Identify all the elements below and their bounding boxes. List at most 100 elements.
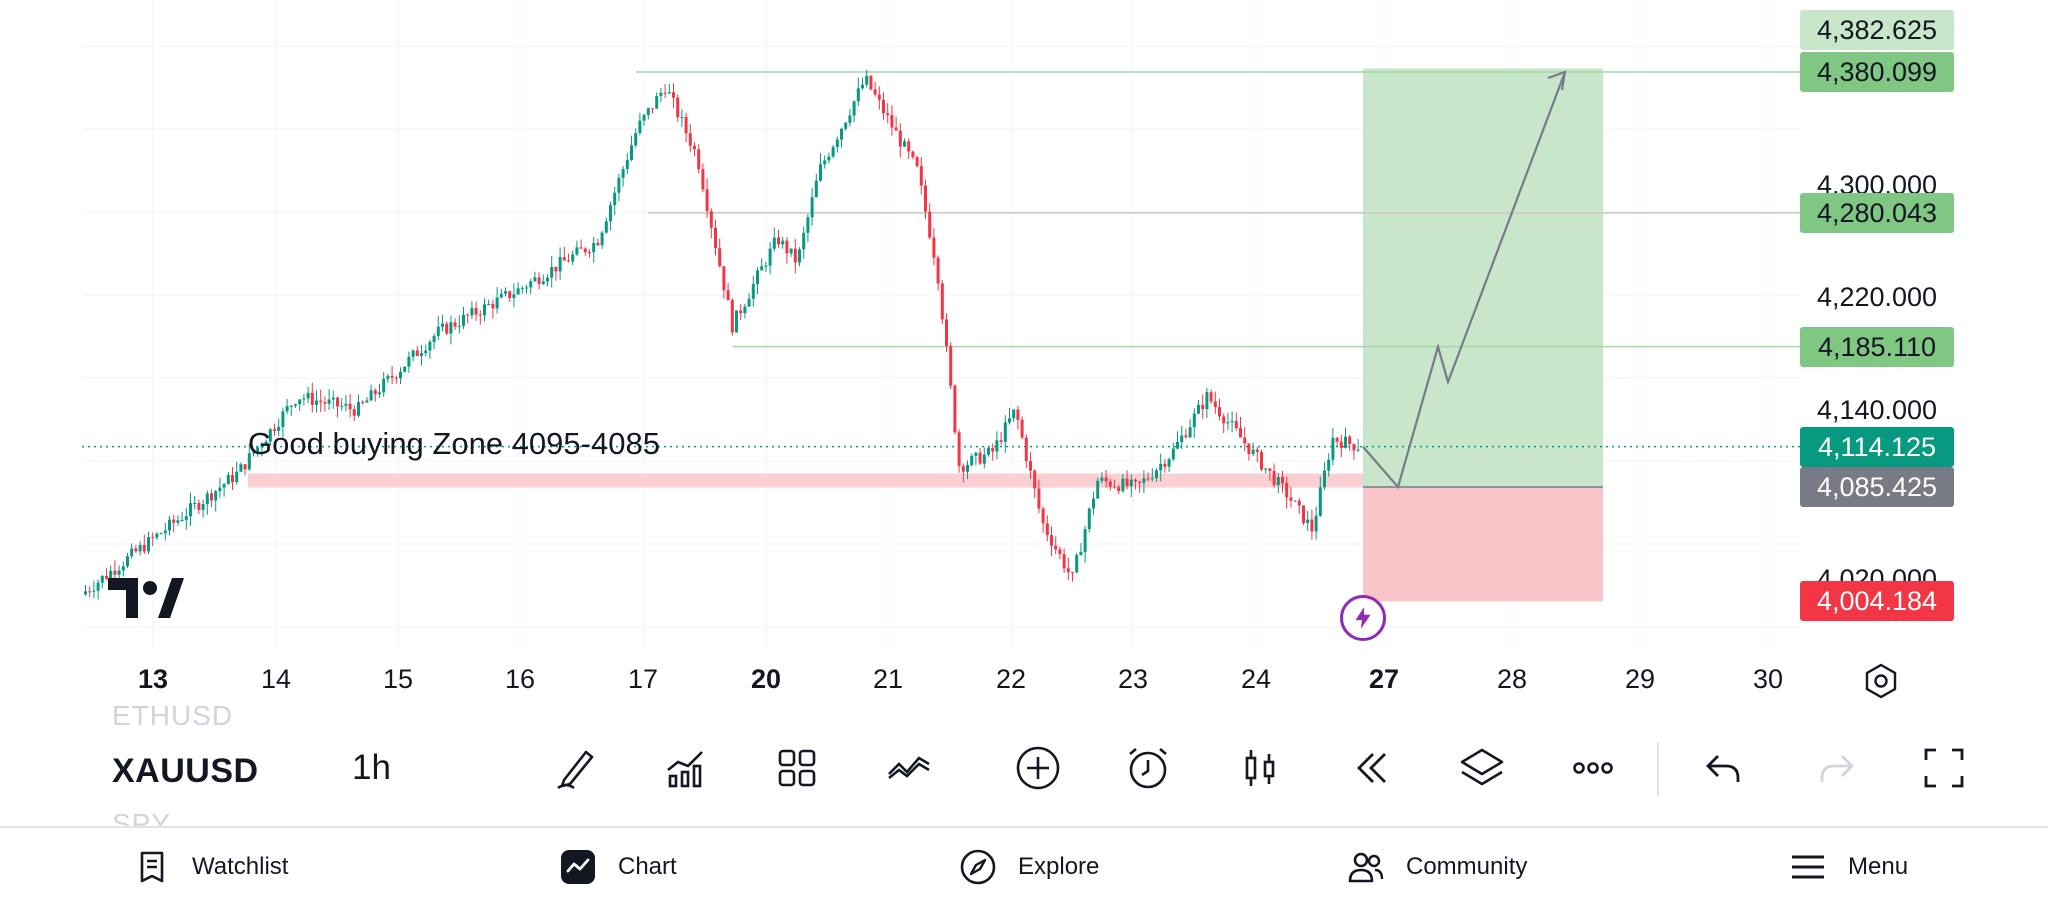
price-tag[interactable]: 4,185.110 (1800, 326, 1954, 367)
indicators-icon[interactable] (658, 740, 714, 796)
candle-body (109, 570, 113, 579)
candle-body (688, 133, 692, 146)
candle-body (588, 252, 591, 254)
candle-body (1243, 437, 1247, 444)
candle-body (621, 168, 625, 178)
candle-body (1234, 420, 1238, 429)
candle-body (1192, 413, 1196, 428)
nav-chart[interactable]: Chart (560, 845, 677, 889)
candle-body (751, 283, 755, 299)
candle-body (802, 232, 806, 250)
candle-body (722, 266, 726, 291)
more-icon[interactable] (1565, 740, 1621, 796)
candle-body (554, 266, 558, 272)
candle-body (315, 400, 318, 405)
candle-body (1117, 487, 1121, 491)
compare-icon[interactable] (881, 740, 937, 796)
axis-settings-icon[interactable] (1862, 662, 1900, 700)
candle-body (1058, 549, 1062, 555)
symbol-name[interactable]: XAUUSD (112, 752, 259, 790)
chart-area[interactable]: 4,300.000 4,220.000 4,140.000 4,020.000 4,38… (0, 0, 2048, 708)
next-symbol[interactable]: SPY (112, 808, 172, 826)
candle-body (474, 307, 478, 315)
previous-symbol[interactable]: ETHUSD (112, 700, 234, 731)
nav-menu[interactable]: Menu (1790, 845, 1908, 889)
candle-body (1071, 572, 1074, 574)
projection-line (1362, 71, 1567, 490)
candle-body (869, 75, 873, 90)
candle-body (1348, 436, 1352, 445)
candle-body (1239, 428, 1242, 438)
candle-body (1184, 435, 1188, 438)
buying-zone (248, 473, 1363, 488)
candle-body (1037, 488, 1041, 509)
nav-community[interactable]: Community (1348, 845, 1527, 889)
candle-body (1260, 451, 1263, 470)
add-icon[interactable] (1010, 740, 1066, 796)
price-tag[interactable]: 4,380.099 (1800, 52, 1954, 92)
price-chart[interactable] (0, 0, 2048, 708)
candle-body (155, 533, 159, 538)
candle-body (478, 314, 482, 316)
alert-icon[interactable] (1120, 740, 1176, 796)
candle-body (886, 113, 890, 116)
interval-button[interactable]: 1h (352, 748, 391, 787)
candle-body (533, 277, 537, 282)
candle-body (831, 146, 835, 157)
candle-body (1318, 487, 1322, 516)
candle-body (1150, 478, 1154, 480)
stop-loss-zone (1363, 487, 1603, 602)
candle-body (357, 402, 360, 416)
candle-body (1113, 486, 1116, 488)
candle-body (218, 487, 222, 492)
time-axis-label: 16 (504, 664, 536, 694)
candle-body (1289, 497, 1293, 501)
redo-icon[interactable] (1808, 740, 1864, 796)
nav-explore[interactable]: Explore (960, 845, 1099, 889)
candle-body (281, 411, 285, 427)
candle-body (512, 294, 516, 299)
layers-icon[interactable] (1454, 740, 1510, 796)
candle-body (260, 445, 264, 448)
fullscreen-icon[interactable] (1920, 740, 1968, 796)
candle-body (121, 566, 125, 571)
community-icon (1348, 852, 1384, 883)
candle-body (361, 402, 365, 404)
candle-body (718, 248, 722, 267)
candle-body (1180, 435, 1184, 443)
price-axis-label: 4,220.000 (1816, 282, 1938, 313)
candle-body (319, 400, 323, 403)
candle-body (936, 257, 940, 284)
candle-body (1255, 449, 1259, 452)
price-tag[interactable]: 4,085.425 (1800, 467, 1954, 507)
layouts-icon[interactable] (769, 740, 825, 796)
drawing-tool-icon[interactable] (548, 740, 604, 796)
candle-body (508, 291, 512, 299)
chart-type-icon[interactable] (1232, 740, 1288, 796)
candle-body (483, 304, 486, 316)
nav-watchlist[interactable]: Watchlist (134, 845, 288, 889)
price-tag[interactable]: 4,382.625 (1800, 10, 1954, 50)
price-tag[interactable]: 4,004.184 (1800, 581, 1954, 622)
undo-icon[interactable] (1696, 740, 1752, 796)
candle-body (865, 75, 869, 85)
candle-body (382, 378, 386, 393)
price-tag[interactable]: 4,280.043 (1800, 192, 1954, 233)
candle-body (487, 303, 491, 305)
time-axis-label: 15 (382, 664, 414, 694)
candle-body (1129, 479, 1133, 487)
candle-body (1079, 552, 1083, 556)
buying-zone-annotation[interactable]: Good buying Zone 4095-4085 (248, 426, 660, 461)
candle-body (1087, 508, 1091, 530)
candle-body (168, 519, 171, 531)
candle-body (193, 503, 197, 505)
replay-icon[interactable] (1343, 740, 1399, 796)
candle-body (1050, 535, 1053, 546)
candle-body (432, 335, 436, 343)
tradingview-logo[interactable] (108, 578, 184, 618)
candle-body (1306, 519, 1310, 524)
candle-body (306, 392, 310, 399)
flash-icon[interactable] (1340, 595, 1386, 641)
price-tag[interactable]: 4,114.125 (1800, 426, 1954, 467)
candle-body (504, 291, 507, 294)
